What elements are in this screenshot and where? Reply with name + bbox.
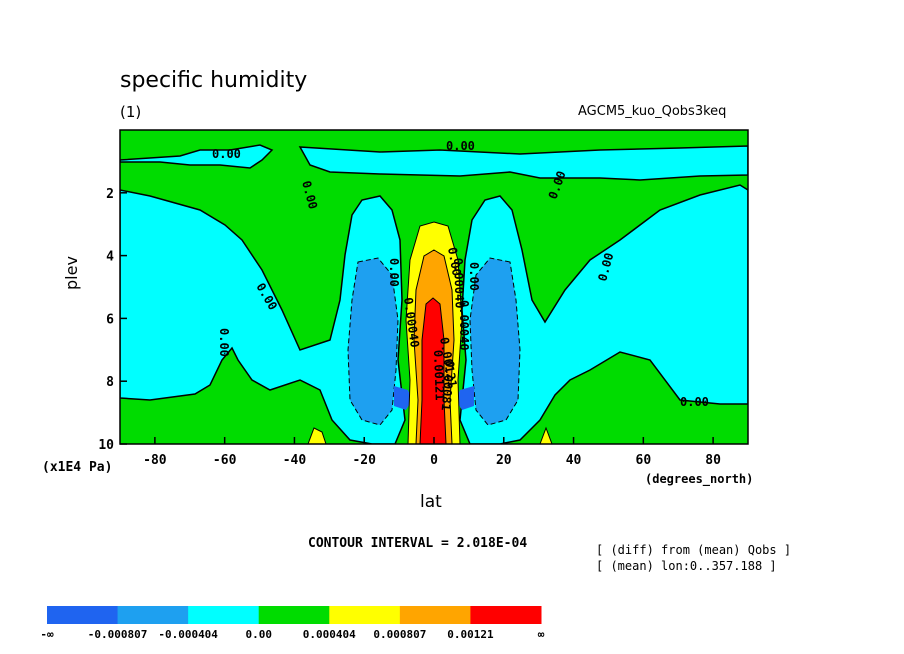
contour-label: 0.00 (680, 395, 709, 409)
y-axis-ticks: 2 4 6 8 10 (98, 187, 127, 453)
colorbar-swatch (47, 606, 119, 624)
x-tick-label: -80 (143, 453, 167, 468)
x-axis-ticks: -80 -60 -40 -20 0 20 40 60 80 (143, 437, 721, 468)
band-negative-top-right (298, 145, 748, 181)
contour-fill-layer (120, 130, 748, 444)
colorbar: -∞ -0.000807 -0.000404 0.00 0.000404 0.000807… (40, 606, 545, 641)
y-tick-label: 4 (106, 250, 114, 265)
contour-label: 0.00040 (457, 300, 471, 351)
band-positive-high (419, 297, 447, 444)
contour-label: 0.00081 (439, 360, 457, 412)
colorbar-label: 0.000807 (373, 628, 426, 641)
contour-label: 0.00 (445, 246, 464, 277)
colorbar-label: -∞ (40, 628, 54, 641)
colorbar-swatch (188, 606, 260, 624)
y-axis-unit: (x1E4 Pa) (42, 460, 113, 475)
y-tick-label: 10 (98, 438, 114, 453)
contour-label: 0.00121 (431, 350, 447, 401)
x-tick-label: 0 (430, 453, 438, 468)
band-positive-spot-left (307, 427, 327, 444)
x-axis-label: lat (420, 492, 442, 512)
contour-interval: CONTOUR INTERVAL = 2.018E-04 (308, 536, 528, 551)
contour-label: 0.00 (387, 258, 401, 287)
band-negative-right-main (459, 184, 748, 444)
colorbar-swatch (329, 606, 401, 624)
colorbar-swatch (258, 606, 330, 624)
experiment-label: AGCM5_kuo_Qobs3keq (578, 104, 727, 119)
band-strong-negative-right (456, 386, 474, 410)
band-strong-negative-left (394, 386, 412, 410)
x-tick-label: -60 (213, 453, 237, 468)
contour-label: 0.00 (467, 262, 481, 291)
x-tick-label: 40 (566, 453, 582, 468)
colorbar-label: ∞ (538, 628, 545, 641)
x-tick-label: 60 (636, 453, 652, 468)
x-tick-label: 20 (496, 453, 512, 468)
y-tick-label: 6 (106, 312, 114, 327)
x-axis-unit: (degrees_north) (645, 472, 754, 486)
band-positive-spot-right (539, 426, 553, 444)
y-tick-label: 8 (106, 375, 114, 390)
band-negative-left (120, 144, 274, 169)
colorbar-label: 0.00121 (447, 628, 494, 641)
band-negative-left-main (120, 189, 406, 444)
colorbar-swatch (399, 606, 471, 624)
colorbar-label: 0.00 (245, 628, 272, 641)
x-tick-label: -40 (283, 453, 307, 468)
colorbar-label: 0.000404 (303, 628, 356, 641)
chart-title: specific humidity (120, 68, 308, 93)
band-mid-negative-left (347, 257, 399, 426)
contour-label: 0.00 (212, 147, 241, 161)
contour-label: 0.00040 (401, 296, 422, 348)
x-tick-label: 80 (705, 453, 721, 468)
note-mean: [ (mean) lon:0..357.188 ] (596, 559, 777, 573)
contour-label: 0.00040 (451, 258, 467, 309)
y-tick-label: 2 (106, 187, 114, 202)
contour-label: 0.00 (217, 328, 231, 357)
x-tick-label: -20 (352, 453, 376, 468)
note-diff: [ (diff) from (mean) Qobs ] (596, 543, 792, 557)
contour-label: 0.00 (446, 139, 475, 153)
colorbar-label: -0.000807 (88, 628, 148, 641)
panel-label: (1) (120, 103, 142, 121)
colorbar-swatch (470, 606, 542, 624)
colorbar-label: -0.000404 (158, 628, 218, 641)
band-mid-negative-right (469, 257, 521, 426)
colorbar-swatch (117, 606, 189, 624)
